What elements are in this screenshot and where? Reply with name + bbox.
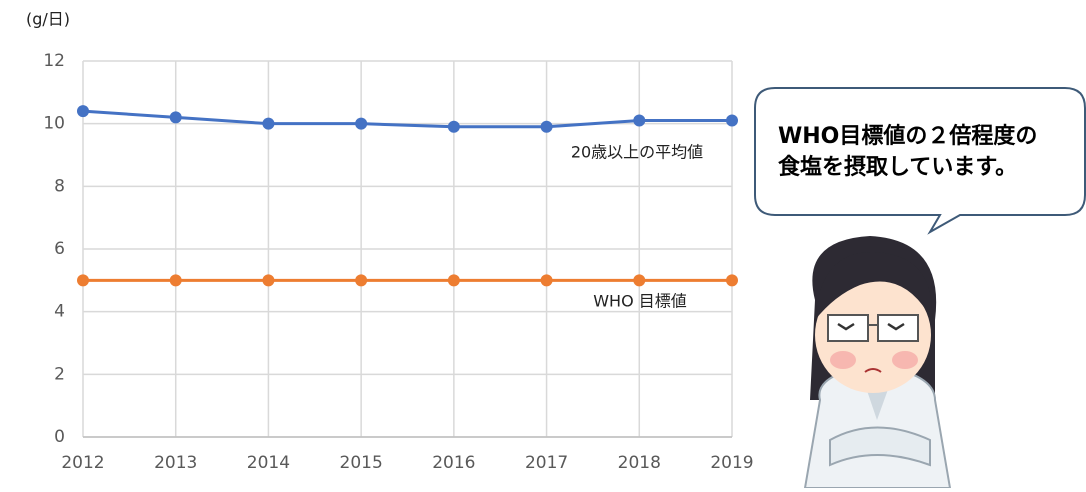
y-tick-label: 2 [54, 364, 65, 384]
x-tick-label: 2015 [340, 453, 383, 473]
bubble-line: 食塩を摂取しています。 [778, 154, 1017, 180]
data-point [77, 105, 89, 118]
data-point [77, 274, 89, 287]
data-point [540, 120, 553, 133]
data-point [633, 274, 646, 287]
data-point [169, 274, 182, 287]
x-tick-label: 2019 [710, 453, 753, 473]
data-point [355, 274, 368, 287]
y-unit-label: (g/日) [26, 10, 70, 29]
speech-bubble [754, 87, 1086, 235]
y-tick-label: 12 [43, 51, 65, 71]
data-point [262, 274, 275, 287]
data-point [726, 274, 738, 287]
data-point [355, 117, 368, 130]
series-label: WHO 目標値 [593, 292, 687, 311]
y-tick-label: 4 [54, 302, 65, 322]
x-tick-label: 2012 [61, 453, 104, 473]
x-tick-label: 2014 [247, 453, 290, 473]
y-tick-label: 6 [54, 239, 65, 259]
series-label: 20歳以上の平均値 [571, 143, 703, 162]
x-tick-label: 2013 [154, 453, 197, 473]
data-point [169, 111, 182, 124]
data-point [540, 274, 553, 287]
x-tick-label: 2016 [432, 453, 475, 473]
x-tick-label: 2017 [525, 453, 568, 473]
data-point [262, 117, 275, 130]
series-line [82, 109, 732, 129]
x-tick-label: 2018 [618, 453, 661, 473]
data-point [447, 274, 460, 287]
y-tick-label: 0 [54, 427, 65, 447]
data-point [726, 114, 738, 127]
bubble-line: WHO目標値の２倍程度の [778, 123, 1037, 149]
data-point [633, 114, 646, 127]
y-tick-label: 8 [54, 176, 65, 196]
y-tick-label: 10 [43, 114, 65, 134]
data-point [447, 120, 460, 133]
illustration [803, 236, 952, 489]
